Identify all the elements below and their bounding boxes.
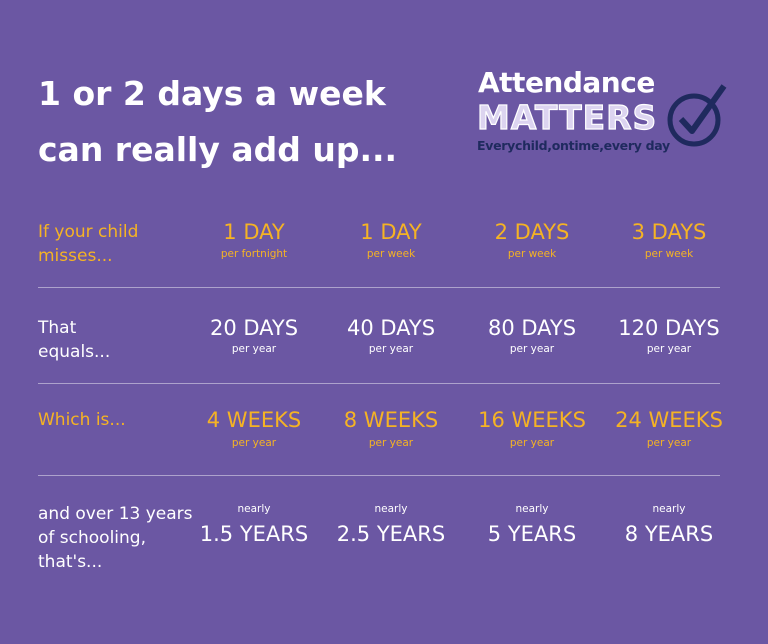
cell-main: 24 WEEKS <box>615 408 723 432</box>
cell-sub: per week <box>507 248 557 260</box>
row-label-schooling: and over 13 years of schooling, that's..… <box>38 502 193 574</box>
cell-main: 16 WEEKS <box>478 408 586 432</box>
cell-sub: per year <box>646 437 692 449</box>
headline-line: 1 or 2 days a week <box>38 74 386 113</box>
logo-tagline: Everychild,ontime,every day <box>477 138 670 153</box>
cell-main: 20 DAYS <box>209 316 299 340</box>
cell-sub: per year <box>509 343 555 355</box>
cell-main: 1.5 YEARS <box>199 522 309 546</box>
label-line: Which is... <box>38 410 126 430</box>
cell-sub: per week <box>366 248 416 260</box>
row-label-misses: If your child misses... <box>38 220 138 268</box>
cell-sub: per week <box>644 248 694 260</box>
logo-attendance: Attendance <box>478 66 655 99</box>
headline-line: can really add up... <box>38 130 398 169</box>
cell-main: 4 WEEKS <box>206 408 302 432</box>
cell-pre: nearly <box>374 503 408 515</box>
label-line: of schooling, <box>38 528 146 548</box>
cell-sub: per year <box>509 437 555 449</box>
cell-pre: nearly <box>237 503 271 515</box>
checkmark-circle-icon <box>667 84 727 147</box>
cell-main: 8 YEARS <box>624 522 714 546</box>
cell-main: 120 DAYS <box>618 316 720 340</box>
cell-sub: per year <box>231 343 277 355</box>
cell-main: 5 YEARS <box>487 522 577 546</box>
divider <box>38 287 720 288</box>
cell-main: 1 DAY <box>360 220 422 244</box>
cell-sub: per year <box>368 343 414 355</box>
cell-sub: per year <box>368 437 414 449</box>
label-line: and over 13 years <box>38 504 193 524</box>
label-line: That <box>38 318 77 338</box>
cell-pre: nearly <box>652 503 686 515</box>
cell-sub: per year <box>646 343 692 355</box>
cell-main: 2 DAYS <box>494 220 570 244</box>
cell-main: 40 DAYS <box>346 316 436 340</box>
label-line: that's... <box>38 552 103 572</box>
label-line: misses... <box>38 246 113 266</box>
cell-main: 3 DAYS <box>631 220 707 244</box>
divider <box>38 475 720 476</box>
label-line: If your child <box>38 222 139 242</box>
divider <box>38 383 720 384</box>
cell-main: 80 DAYS <box>487 316 577 340</box>
cell-pre: nearly <box>515 503 549 515</box>
headline: 1 or 2 days a week can really add up... <box>38 66 397 178</box>
cell-sub: per fortnight <box>220 248 288 260</box>
cell-main: 1 DAY <box>223 220 285 244</box>
row-label-which-is: Which is... <box>38 408 126 432</box>
cell-main: 2.5 YEARS <box>336 522 446 546</box>
logo-matters: MATTERS <box>476 97 658 137</box>
cell-main: 8 WEEKS <box>343 408 439 432</box>
label-line: equals... <box>38 342 111 362</box>
cell-sub: per year <box>231 437 277 449</box>
row-label-equals: That equals... <box>38 316 110 364</box>
